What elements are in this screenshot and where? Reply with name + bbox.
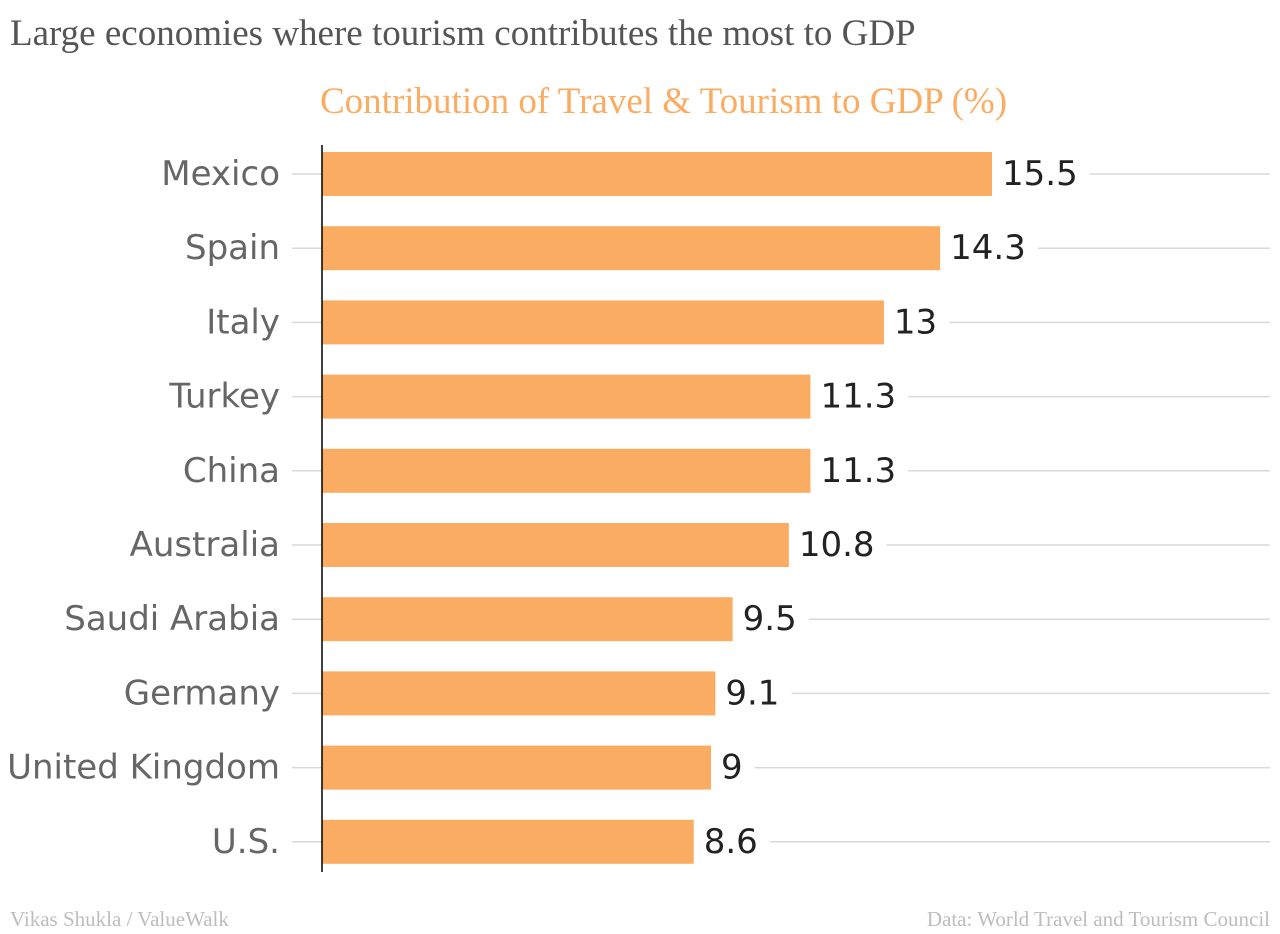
value-label: 11.3	[820, 377, 896, 417]
value-label: 15.5	[1002, 154, 1078, 194]
source-text: Data: World Travel and Tourism Council	[926, 907, 1270, 931]
category-label: United Kingdom	[7, 748, 280, 788]
category-label: Saudi Arabia	[64, 599, 280, 639]
bar	[322, 819, 694, 864]
credit-text: Vikas Shukla / ValueWalk	[10, 907, 229, 931]
category-label: U.S.	[212, 822, 280, 862]
chart-title: Large economies where tourism contribute…	[10, 13, 916, 54]
category-label: Spain	[185, 228, 280, 268]
labels: Mexico 15.5 Spain 14.3 Italy 13 Turkey 11.3 Chin…	[7, 154, 1078, 862]
bar	[322, 226, 941, 271]
bar-chart: Mexico 15.5 Spain 14.3 Italy 13 Turkey 11.3 Chin…	[7, 145, 1270, 872]
category-label: Mexico	[161, 154, 280, 194]
bar	[322, 671, 716, 716]
value-label: 9.1	[725, 673, 779, 713]
value-label: 9	[721, 748, 743, 788]
category-label: China	[183, 451, 280, 491]
bars	[322, 152, 992, 864]
value-label: 13	[894, 302, 937, 342]
category-label: Germany	[124, 673, 280, 713]
category-label: Italy	[206, 302, 280, 342]
bar	[322, 300, 884, 345]
bar	[322, 448, 811, 493]
value-label: 11.3	[820, 451, 896, 491]
category-label: Turkey	[168, 377, 280, 417]
value-label: 9.5	[743, 599, 797, 639]
bar	[322, 745, 712, 790]
gridlines	[292, 173, 1270, 843]
bar	[322, 374, 811, 419]
bar	[322, 597, 733, 642]
bar	[322, 152, 992, 196]
category-label: Australia	[130, 525, 280, 565]
value-label: 8.6	[704, 822, 758, 862]
value-label: 14.3	[950, 228, 1026, 268]
value-label: 10.8	[799, 525, 875, 565]
bar	[322, 523, 789, 567]
chart-subtitle: Contribution of Travel & Tourism to GDP …	[320, 81, 1008, 122]
